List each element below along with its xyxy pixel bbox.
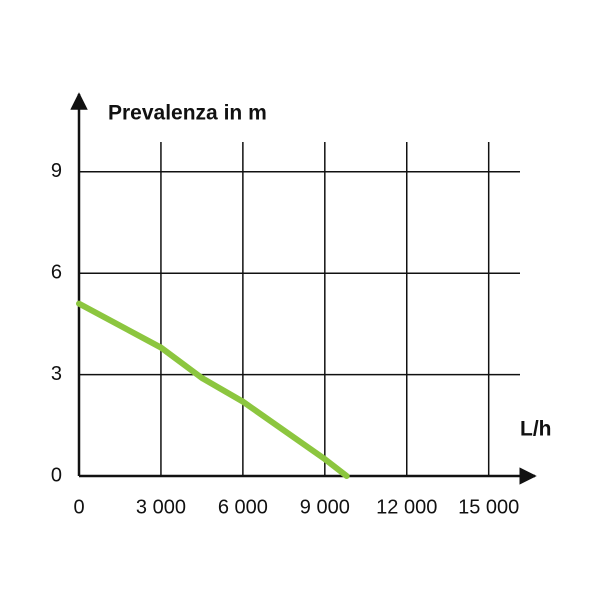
curve [76,300,350,479]
x-tick-label: 12 000 [376,496,437,518]
x-tick-label: 15 000 [458,496,519,518]
y-tick-label: 3 [51,363,62,385]
x-tick-label: 6 000 [218,496,268,518]
x-axis-label: L/h [520,418,552,441]
y-tick-label: 0 [51,464,62,486]
x-tick-label: 3 000 [136,496,186,518]
y-axis-label: Prevalenza in m [108,102,267,125]
y-tick-label: 9 [51,160,62,182]
x-tick-label: 9 000 [300,496,350,518]
x-tick-label: 0 [73,496,84,518]
y-tick-label: 6 [51,261,62,283]
grid [79,142,520,476]
